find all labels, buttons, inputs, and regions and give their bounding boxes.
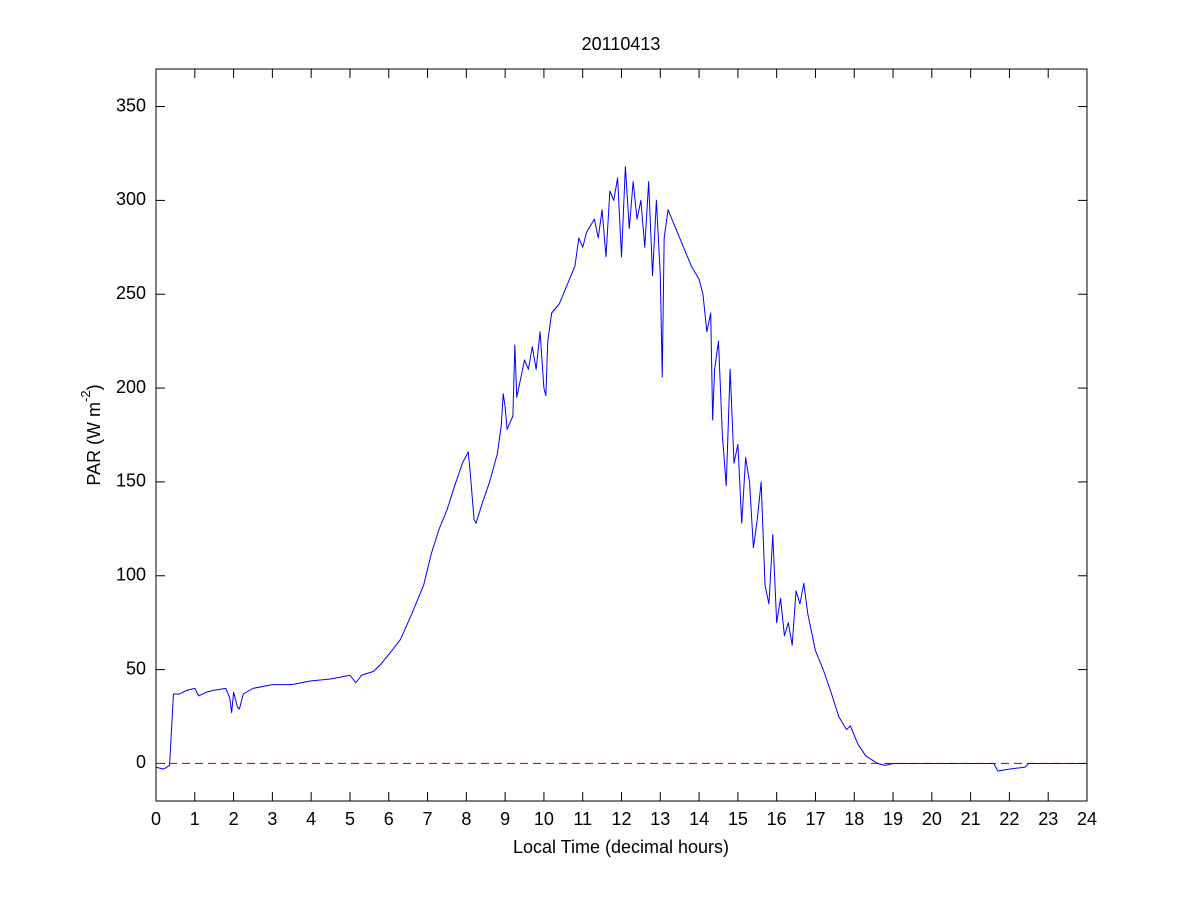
x-tick-label: 1 [190,809,200,829]
x-tick-label: 0 [151,809,161,829]
y-tick-label: 100 [116,565,146,585]
x-tick-label: 4 [306,809,316,829]
y-label-text: PAR (W m [84,402,104,486]
x-tick-label: 23 [1038,809,1058,829]
x-tick-label: 13 [650,809,670,829]
x-tick-label: 3 [267,809,277,829]
plot-frame [155,68,1088,802]
y-tick-label: 300 [116,189,146,209]
y-tick-label: 150 [116,471,146,491]
x-tick-label: 20 [922,809,942,829]
x-tick-label: 6 [384,809,394,829]
x-tick-label: 11 [573,809,592,829]
y-label-suffix: ) [84,384,104,390]
y-axis-label: PAR (W m-2) [78,384,103,485]
x-tick-label: 2 [229,809,239,829]
x-tick-label: 19 [883,809,903,829]
x-tick-label: 9 [500,809,510,829]
x-tick-label: 21 [961,809,981,829]
y-tick-label: 250 [116,283,146,303]
chart-title: 20110413 [582,34,661,54]
x-tick-label: 18 [844,809,864,829]
x-tick-label: 22 [999,809,1019,829]
x-tick-label: 15 [728,809,748,829]
y-tick-label: 200 [116,377,146,397]
y-tick-label: 350 [116,95,146,115]
y-tick-label: 0 [136,752,146,772]
x-tick-label: 8 [461,809,471,829]
x-tick-label: 10 [534,809,554,829]
y-label-sup: -2 [78,390,93,402]
x-tick-label: 17 [805,809,825,829]
x-tick-label: 7 [423,809,433,829]
x-tick-label: 16 [767,809,787,829]
x-tick-label: 14 [689,809,709,829]
x-tick-label: 24 [1077,809,1097,829]
x-axis-label: Local Time (decimal hours) [513,837,729,857]
data-line [155,166,1087,772]
x-tick-label: 5 [345,809,355,829]
x-tick-label: 12 [611,809,631,829]
y-tick-label: 50 [126,658,146,678]
